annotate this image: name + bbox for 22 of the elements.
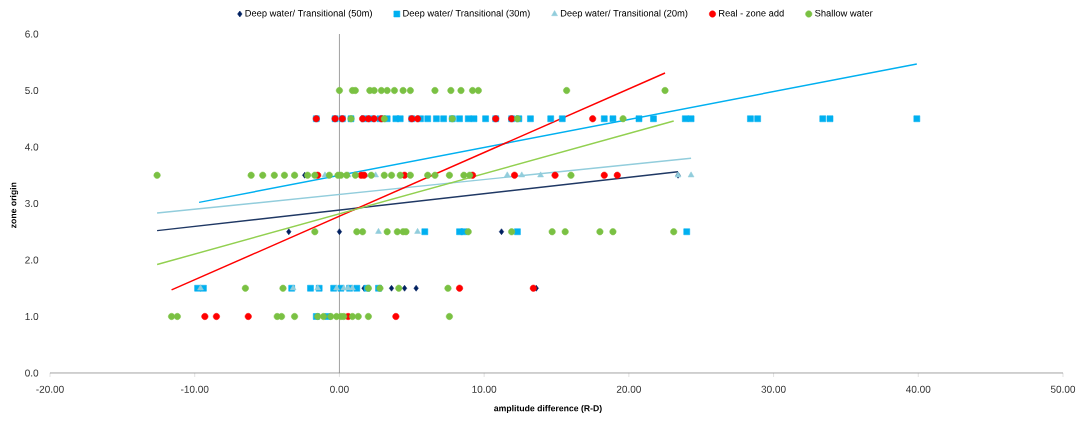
legend-label: Deep water/ Transitional (20m) [560, 9, 688, 19]
y-tick-label: 4.0 [24, 143, 39, 151]
y-axis-title: zone origin [9, 182, 19, 228]
legend-label: Real - zone add [719, 9, 784, 17]
x-tick-label: 40.00 [905, 385, 931, 393]
legend-label: Deep water/ Transitional (30m) [403, 9, 530, 19]
legend-label: Deep water/ Transitional (50m) [245, 9, 372, 19]
x-tick-label: 30.00 [761, 385, 786, 393]
y-tick-label: 6.0 [25, 30, 39, 38]
y-tick-label: 3.0 [25, 199, 39, 208]
y-tick-label: 2.0 [25, 256, 39, 264]
x-tick-label: 10.00 [472, 385, 497, 393]
y-tick-label: 0.0 [25, 369, 39, 377]
x-tick-label: 0.00 [330, 385, 349, 393]
y-tick-label: 5.0 [25, 86, 39, 95]
x-axis-title: amplitude difference (R-D) [494, 404, 602, 414]
y-tick-label: 1.0 [25, 312, 39, 321]
x-tick-label: 50.00 [1050, 385, 1076, 393]
legend-label: Shallow water [815, 9, 873, 17]
x-tick-label: 20.00 [616, 385, 641, 393]
x-tick-label: -20.00 [36, 385, 64, 393]
x-tick-label: -10.00 [180, 385, 209, 393]
